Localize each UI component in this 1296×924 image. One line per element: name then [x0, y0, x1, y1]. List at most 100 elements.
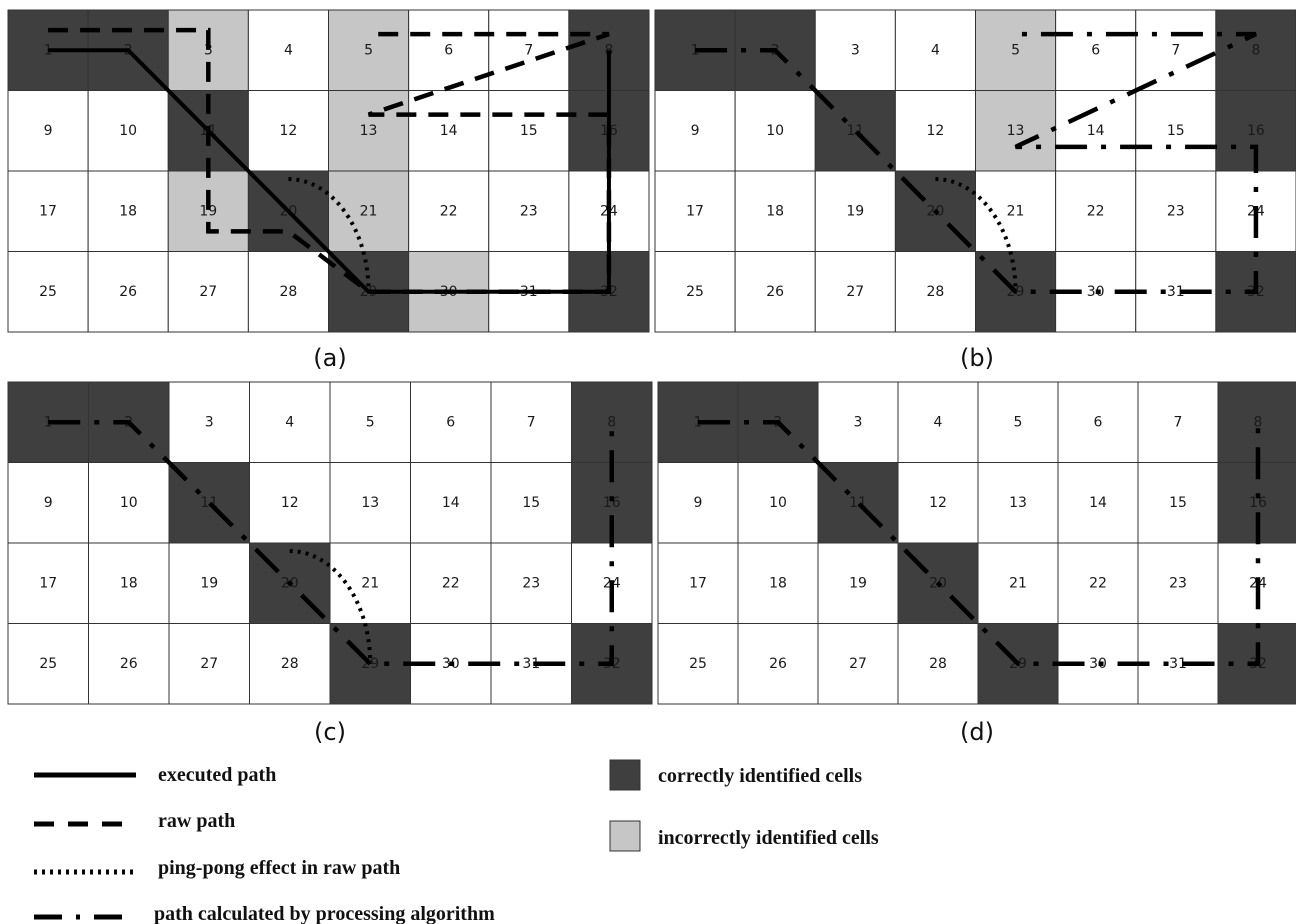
cell-number: 16: [1247, 123, 1265, 139]
cell-number: 8: [1254, 414, 1263, 430]
cell-number: 27: [199, 284, 217, 300]
grid-cell: [168, 381, 250, 463]
cell-number: 23: [522, 575, 540, 591]
cell-number: 13: [360, 123, 378, 139]
cell-number: 23: [1167, 203, 1185, 219]
cell-number: 12: [280, 123, 298, 139]
cell-number: 12: [281, 495, 299, 511]
grid-cell: [249, 462, 331, 544]
cell-number: 13: [1009, 495, 1027, 511]
cell-number: 14: [1089, 495, 1107, 511]
cell-number: 7: [1174, 414, 1183, 430]
grid-cell: [897, 462, 979, 544]
grid-cell: [1137, 462, 1219, 544]
grid-cell: [654, 251, 736, 333]
cell-number: 10: [119, 123, 137, 139]
grid-cell: [7, 623, 89, 705]
grid-cell: [7, 170, 89, 252]
cell-number: 25: [39, 284, 57, 300]
cell-number: 14: [442, 495, 460, 511]
cell-number: 9: [44, 123, 53, 139]
grid-cell: [1215, 9, 1296, 91]
grid-cell: [410, 381, 492, 463]
grid-cell: [167, 170, 249, 252]
panel-label: (c): [314, 718, 346, 746]
grid-cell: [1055, 9, 1137, 91]
processed-path: [48, 420, 614, 666]
grid-cell: [977, 542, 1059, 624]
cell-number: 6: [1094, 414, 1103, 430]
cell-number: 28: [927, 284, 945, 300]
cell-number: 5: [364, 42, 373, 58]
grid-cell: [408, 90, 490, 172]
grid-cell: [329, 462, 411, 544]
grid-cell: [490, 542, 572, 624]
legend-incorrect-swatch: [609, 820, 641, 852]
cell-number: 25: [686, 284, 704, 300]
cell-number: 6: [1091, 42, 1100, 58]
grid-cell: [410, 462, 492, 544]
cell-number: 30: [1087, 284, 1105, 300]
cell-number: 8: [607, 414, 616, 430]
processed-path: [695, 31, 1259, 294]
grid-cell: [977, 381, 1059, 463]
cell-number: 19: [849, 575, 867, 591]
grid-cell: [657, 542, 739, 624]
legend-correct-label: correctly identified cells: [658, 765, 862, 787]
cell-number: 28: [280, 284, 298, 300]
raw-path: [48, 27, 612, 294]
cell-number: 16: [1249, 495, 1267, 511]
cell-number: 26: [766, 284, 784, 300]
cell-number: 25: [39, 656, 57, 672]
cell-number: 8: [1251, 42, 1260, 58]
cell-number: 17: [39, 575, 57, 591]
grid-cell: [571, 381, 653, 463]
cell-number: 6: [446, 414, 455, 430]
legend-raw-label: raw path: [158, 810, 235, 832]
cell-number: 19: [199, 203, 217, 219]
cell-number: 13: [361, 495, 379, 511]
cell-number: 9: [694, 495, 703, 511]
grid-cell: [88, 623, 170, 705]
cell-number: 18: [119, 203, 137, 219]
cell-number: 26: [769, 656, 787, 672]
cell-number: 30: [1089, 656, 1107, 672]
pingpong-path: [288, 177, 371, 292]
legend-processed-label: path calculated by processing algorithm: [154, 903, 495, 924]
cell-number: 10: [766, 123, 784, 139]
cell-number: 23: [520, 203, 538, 219]
cell-number: 22: [1087, 203, 1105, 219]
cell-number: 10: [769, 495, 787, 511]
cell-number: 26: [120, 656, 138, 672]
cell-number: 21: [1007, 203, 1025, 219]
grid-cell: [7, 90, 89, 172]
cell-number: 22: [1089, 575, 1107, 591]
legend-executed-label: executed path: [158, 764, 276, 786]
cell-number: 15: [520, 123, 538, 139]
grid-cell: [894, 9, 976, 91]
cell-number: 27: [849, 656, 867, 672]
cell-number: 4: [284, 42, 293, 58]
cell-number: 14: [440, 123, 458, 139]
cell-number: 16: [603, 495, 621, 511]
cell-number: 22: [442, 575, 460, 591]
grid-cell: [894, 90, 976, 172]
cell-number: 9: [44, 495, 53, 511]
cell-number: 4: [285, 414, 294, 430]
cell-number: 18: [766, 203, 784, 219]
grid-cell: [1055, 90, 1137, 172]
cell-number: 25: [689, 656, 707, 672]
panel-label: (b): [960, 344, 994, 372]
cell-number: 3: [854, 414, 863, 430]
grid-cell: [817, 542, 899, 624]
cell-number: 17: [689, 575, 707, 591]
grid-cell: [410, 542, 492, 624]
grid-cell: [488, 170, 570, 252]
grid-cell: [814, 251, 896, 333]
grid-cell: [734, 170, 816, 252]
grid-cell: [167, 251, 249, 333]
grid-cell: [88, 462, 170, 544]
